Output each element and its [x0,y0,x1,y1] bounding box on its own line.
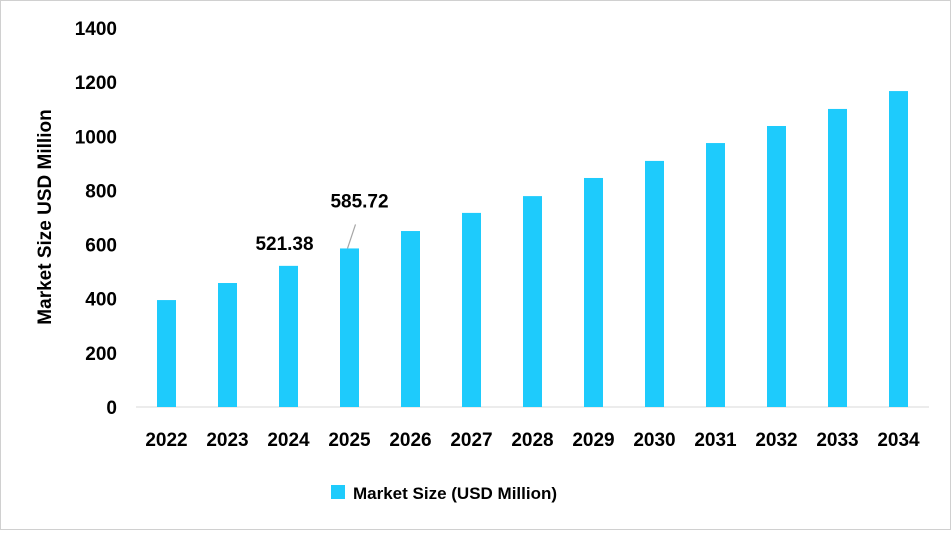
leader-line [346,224,357,249]
legend-label: Market Size (USD Million) [353,484,557,503]
x-tick-label: 2024 [267,430,310,451]
bar-2031 [706,143,725,407]
bar-2034 [889,91,908,408]
bar-2029 [584,177,603,407]
x-tick-label: 2022 [145,430,187,451]
x-tick-label: 2029 [572,430,614,451]
bar-2026 [401,231,420,407]
x-tick-label: 2027 [450,430,492,451]
y-tick-label: 1400 [75,19,117,40]
legend: Market Size (USD Million) [331,484,557,503]
x-tick-label: 2033 [816,430,858,451]
x-tick-label: 2023 [206,430,248,451]
y-tick-label: 400 [85,290,117,311]
bar-2028 [523,196,542,407]
bar-2024 [279,265,298,407]
x-tick-label: 2031 [694,430,737,451]
x-tick-label: 2025 [328,430,371,451]
y-tick-label: 800 [85,181,117,202]
y-tick-label: 200 [85,344,117,365]
legend-swatch [331,485,345,499]
y-tick-label: 600 [85,236,117,257]
x-tick-label: 2030 [633,430,675,451]
bar-2022 [157,300,176,407]
x-tick-label: 2028 [511,430,553,451]
y-tick-label: 1200 [75,73,117,94]
bar-2033 [828,108,847,407]
data-label: 585.72 [330,191,388,212]
y-tick-label: 1000 [75,127,117,148]
data-label: 521.38 [255,234,313,255]
bar-2025 [340,248,359,407]
bar-2027 [462,212,481,407]
bar-2032 [767,125,786,408]
x-tick-label: 2032 [755,430,797,451]
bar-2023 [218,283,237,407]
bar-2030 [645,160,664,407]
y-tick-label: 0 [106,398,117,419]
y-axis-label: Market Size USD Million [35,109,56,324]
x-tick-label: 2026 [389,430,431,451]
x-tick-label: 2034 [877,430,920,451]
